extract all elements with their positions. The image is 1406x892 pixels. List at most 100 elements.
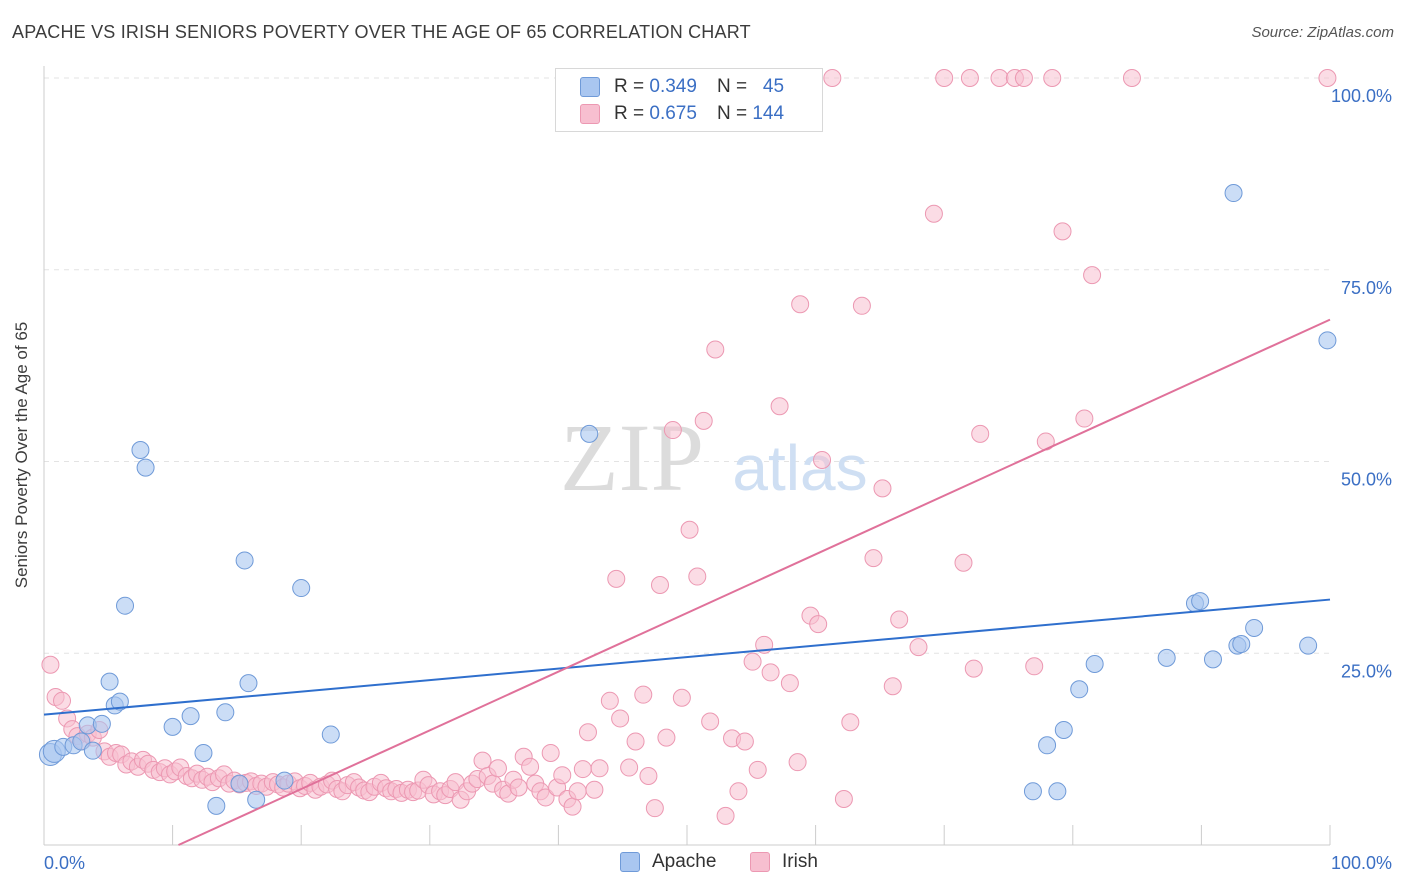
irish-point [563, 797, 582, 816]
irish-point [590, 759, 609, 778]
irish-point [41, 655, 60, 674]
series-legend: Apache Irish [0, 851, 1406, 879]
legend-item-irish[interactable]: Irish [750, 851, 818, 873]
irish-n-label: N = [716, 103, 748, 124]
irish-point [1075, 409, 1094, 428]
irish-point [657, 728, 676, 747]
irish-point [873, 479, 892, 498]
apache-point [194, 743, 213, 762]
irish-point [770, 397, 789, 416]
apache-r-value: 0.349 [649, 76, 697, 97]
apache-point [110, 692, 129, 711]
apache-r-label: R = [614, 76, 645, 97]
irish-point [706, 340, 725, 359]
legend-item-apache[interactable]: Apache [620, 851, 716, 873]
irish-point [1014, 69, 1033, 87]
watermark-atlas: atlas [732, 432, 867, 504]
irish-point [607, 569, 626, 588]
irish-point [701, 712, 720, 731]
irish-n-value: 144 [752, 103, 785, 124]
irish-point [735, 732, 754, 751]
irish-point [600, 691, 619, 710]
irish-series [41, 69, 1337, 825]
irish-point [1025, 657, 1044, 676]
apache-point [247, 790, 266, 809]
apache-point [239, 674, 258, 693]
apache-point [1203, 650, 1222, 669]
apache-point [292, 579, 311, 598]
irish-point [553, 766, 572, 785]
irish-point [748, 760, 767, 779]
x-tick-label: 100.0% [1331, 853, 1392, 873]
apache-point [1048, 782, 1067, 801]
irish-point [53, 691, 72, 710]
irish-point [852, 296, 871, 315]
irish-r-label: R = [614, 103, 645, 124]
apache-point [1070, 680, 1089, 699]
apache-point [100, 672, 119, 691]
legend-row-irish: R = 0.675 N = 144 [580, 102, 784, 126]
apache-point [92, 714, 111, 733]
irish-point [688, 567, 707, 586]
apache-point [275, 771, 294, 790]
watermark: ZIP atlas [560, 404, 868, 511]
irish-point [761, 663, 780, 682]
axes [43, 66, 1331, 846]
irish-point [813, 450, 832, 469]
irish-legend-swatch [750, 852, 770, 872]
watermark-zip: ZIP [560, 404, 704, 511]
irish-point [864, 549, 883, 568]
apache-point [1085, 654, 1104, 673]
apache-trend-line [43, 598, 1331, 716]
apache-point [116, 596, 135, 615]
apache-n-value: 45 [762, 76, 785, 97]
irish-point [578, 723, 597, 742]
apache-point [1023, 782, 1042, 801]
y-tick-label: 25.0% [1341, 661, 1392, 681]
y-tick-label: 100.0% [1331, 86, 1392, 106]
irish-point [788, 753, 807, 772]
irish-point [536, 788, 555, 807]
apache-point [1054, 720, 1073, 739]
irish-point [1043, 69, 1062, 87]
irish-point [650, 575, 669, 594]
apache-n-label: N = [716, 76, 748, 97]
irish-point [809, 615, 828, 634]
source-label: Source: ZipAtlas.com [1251, 24, 1394, 41]
irish-point [791, 295, 810, 314]
apache-point [163, 717, 182, 736]
irish-point [954, 553, 973, 572]
apache-swatch [580, 77, 600, 97]
irish-point [509, 778, 528, 797]
irish-point [620, 758, 639, 777]
irish-r-value: 0.675 [649, 103, 697, 124]
apache-point [1245, 618, 1264, 637]
apache-point [235, 551, 254, 570]
irish-point [634, 685, 653, 704]
irish-point [964, 659, 983, 678]
irish-point [694, 411, 713, 430]
irish-point [645, 799, 664, 818]
apache-point [216, 703, 235, 722]
apache-point [321, 725, 340, 744]
irish-point [823, 69, 842, 87]
irish-point [488, 759, 507, 778]
chart-title: APACHE VS IRISH SENIORS POVERTY OVER THE… [12, 22, 751, 42]
irish-point [716, 806, 735, 825]
irish-point [573, 760, 592, 779]
irish-point [541, 743, 560, 762]
irish-point [890, 610, 909, 629]
apache-point [1224, 184, 1243, 203]
gridlines [44, 77, 1330, 654]
irish-point [680, 520, 699, 539]
irish-point [924, 204, 943, 223]
apache-point [230, 774, 249, 793]
apache-point [1232, 635, 1251, 654]
apache-point [181, 707, 200, 726]
apache-series [38, 184, 1337, 815]
irish-point [1122, 69, 1141, 87]
apache-point [1299, 636, 1318, 655]
irish-point [971, 424, 990, 443]
irish-point [841, 713, 860, 732]
